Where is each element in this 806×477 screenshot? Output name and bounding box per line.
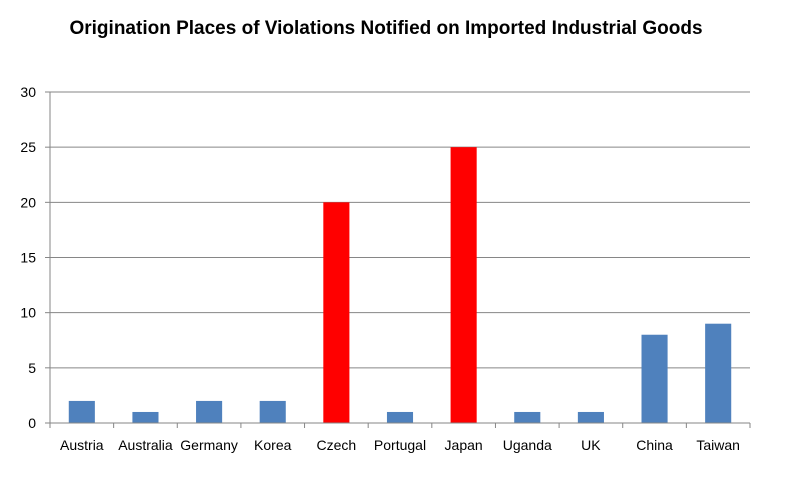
y-tick-label: 25 [20, 139, 36, 155]
y-axis: 0 5 10 15 20 25 30 [20, 84, 51, 431]
gridlines [50, 91, 750, 369]
bar-uganda [514, 411, 541, 423]
y-tick-label: 20 [20, 194, 36, 210]
chart-title: Origination Places of Violations Notifie… [69, 18, 703, 39]
x-tick-label: Australia [118, 437, 173, 453]
x-tick-label: Portugal [374, 437, 426, 453]
bar-japan [450, 147, 477, 423]
bar-korea [259, 400, 286, 423]
y-tick-label: 0 [28, 415, 36, 431]
bar-portugal [386, 411, 414, 423]
bar-china [641, 334, 668, 423]
bar-australia [132, 411, 159, 423]
x-tick-label: Japan [445, 437, 483, 453]
y-tick-label: 5 [28, 360, 36, 376]
x-tick-label: Taiwan [696, 437, 740, 453]
bar-germany [196, 400, 223, 423]
bar-czech [323, 202, 350, 423]
y-tick-label: 30 [20, 84, 36, 100]
y-tick-label: 15 [20, 250, 36, 266]
x-tick-label: Czech [317, 437, 357, 453]
x-tick-label: Uganda [503, 437, 552, 453]
y-tick-label: 10 [20, 305, 36, 321]
bars [68, 147, 732, 423]
x-tick-label: Germany [180, 437, 238, 453]
x-axis: Austria Australia Germany Korea Czech Portuga… [49, 422, 751, 453]
bar-austria [68, 400, 95, 423]
x-tick-label: UK [581, 437, 601, 453]
x-tick-label: Austria [60, 437, 104, 453]
bar-uk [577, 411, 604, 423]
x-tick-label: Korea [254, 437, 292, 453]
x-tick-label: China [636, 437, 673, 453]
bar-taiwan [705, 323, 732, 423]
